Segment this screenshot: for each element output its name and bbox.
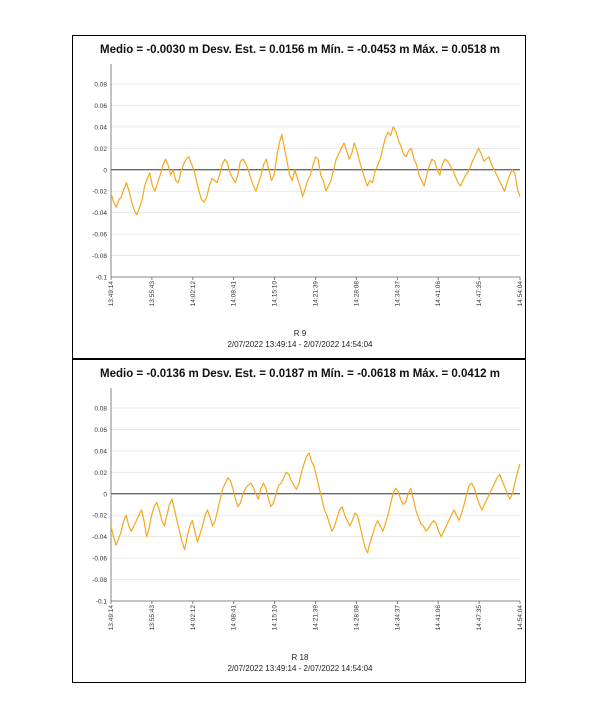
y-tick-label: 0.08 [94,82,107,89]
y-tick-label: -0.04 [92,534,107,541]
chart-date-range: 2/07/2022 13:49:14 - 2/07/2022 14:54:04 [227,664,373,673]
x-tick-label: 14:41:06 [435,605,442,631]
y-tick-label: -0.08 [92,253,107,260]
y-tick-label: -0.06 [92,232,107,239]
chart-caption: R 9 [294,329,307,338]
x-tick-label: 14:15:10 [272,605,279,631]
x-tick-label: 14:34:37 [394,605,401,631]
chart-caption: R 18 [292,653,309,662]
x-tick-label: 13:55:43 [149,605,156,631]
y-tick-label: -0.02 [92,189,107,196]
y-tick-label: 0.02 [94,470,107,477]
x-tick-label: 14:08:41 [231,605,238,631]
series-line [110,126,521,216]
y-tick-label: -0.1 [96,599,108,606]
y-tick-label: 0 [103,167,107,174]
x-tick-label: 14:08:41 [231,281,238,307]
x-tick-label: 13:49:14 [108,281,115,307]
chart-panel-r18: Medio = -0.0136 m Desv. Est. = 0.0187 m … [72,359,526,683]
x-tick-label: 14:34:37 [394,281,401,307]
x-tick-label: 14:28:08 [353,281,360,307]
y-tick-label: -0.04 [92,210,107,217]
y-tick-label: 0 [103,491,107,498]
chart-title: Medio = -0.0136 m Desv. Est. = 0.0187 m … [100,368,500,380]
x-tick-label: 14:54:04 [517,281,524,307]
chart-svg-r18: Medio = -0.0136 m Desv. Est. = 0.0187 m … [92,368,524,673]
y-tick-label: 0.06 [94,103,107,110]
x-tick-label: 14:21:39 [313,281,320,307]
series-line [110,452,521,554]
chart-panel-r9: Medio = -0.0030 m Desv. Est. = 0.0156 m … [72,35,526,359]
y-tick-label: 0.04 [94,448,107,455]
x-tick-label: 14:15:10 [272,281,279,307]
x-tick-label: 14:02:12 [190,605,197,631]
x-tick-label: 14:02:12 [190,281,197,307]
x-tick-label: 14:21:39 [313,605,320,631]
chart-title: Medio = -0.0030 m Desv. Est. = 0.0156 m … [100,44,500,56]
x-tick-label: 13:49:14 [108,605,115,631]
x-tick-label: 14:28:08 [353,605,360,631]
chart-date-range: 2/07/2022 13:49:14 - 2/07/2022 14:54:04 [227,340,373,349]
y-tick-label: -0.1 [96,275,108,282]
x-tick-label: 14:47:35 [476,281,483,307]
chart-svg-r9: Medio = -0.0030 m Desv. Est. = 0.0156 m … [92,44,524,349]
y-tick-label: 0.06 [94,427,107,434]
y-tick-label: 0.08 [94,406,107,413]
y-tick-label: 0.04 [94,124,107,131]
y-tick-label: 0.02 [94,146,107,153]
y-tick-label: -0.02 [92,513,107,520]
x-tick-label: 14:47:35 [476,605,483,631]
x-tick-label: 13:55:43 [149,281,156,307]
x-tick-label: 14:54:04 [517,605,524,631]
y-tick-label: -0.08 [92,577,107,584]
y-tick-label: -0.06 [92,556,107,563]
x-tick-label: 14:41:06 [435,281,442,307]
